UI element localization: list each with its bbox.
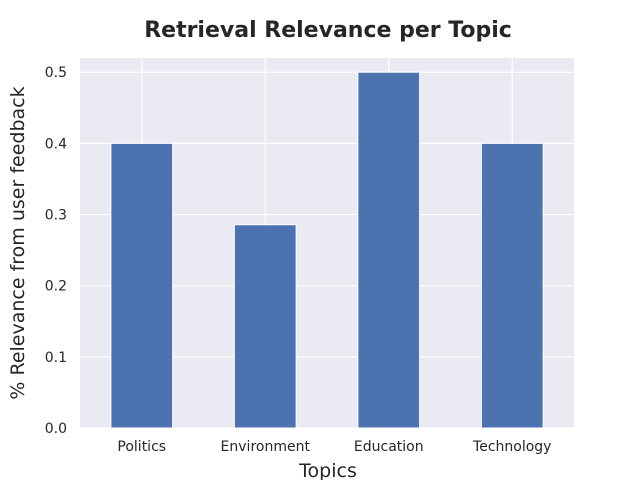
y-tick-label: 0.5: [45, 65, 67, 81]
y-axis-label: % Relevance from user feedback: [7, 86, 29, 399]
y-tick-label: 0.3: [45, 208, 67, 224]
y-tick-label: 0.4: [45, 136, 67, 152]
x-axis-label: Topics: [298, 460, 357, 480]
y-tick-label: 0.0: [45, 421, 67, 437]
x-axis-ticks: Politics Environment Education Technology: [117, 439, 551, 455]
x-tick-label-technology: Technology: [472, 439, 551, 455]
bar-technology: [480, 142, 544, 429]
y-axis-ticks: 0.0 0.1 0.2 0.3 0.4 0.5: [45, 65, 67, 437]
bar-environment: [233, 224, 297, 429]
y-tick-label: 0.1: [45, 350, 67, 366]
x-tick-label-education: Education: [354, 439, 424, 455]
chart-title: Retrieval Relevance per Topic: [144, 18, 512, 43]
bar-politics: [110, 142, 174, 429]
x-tick-label-environment: Environment: [221, 439, 311, 455]
bar-education: [357, 71, 421, 429]
bars-layer: [110, 71, 544, 429]
y-tick-label: 0.2: [45, 279, 67, 295]
x-tick-label-politics: Politics: [117, 439, 166, 455]
